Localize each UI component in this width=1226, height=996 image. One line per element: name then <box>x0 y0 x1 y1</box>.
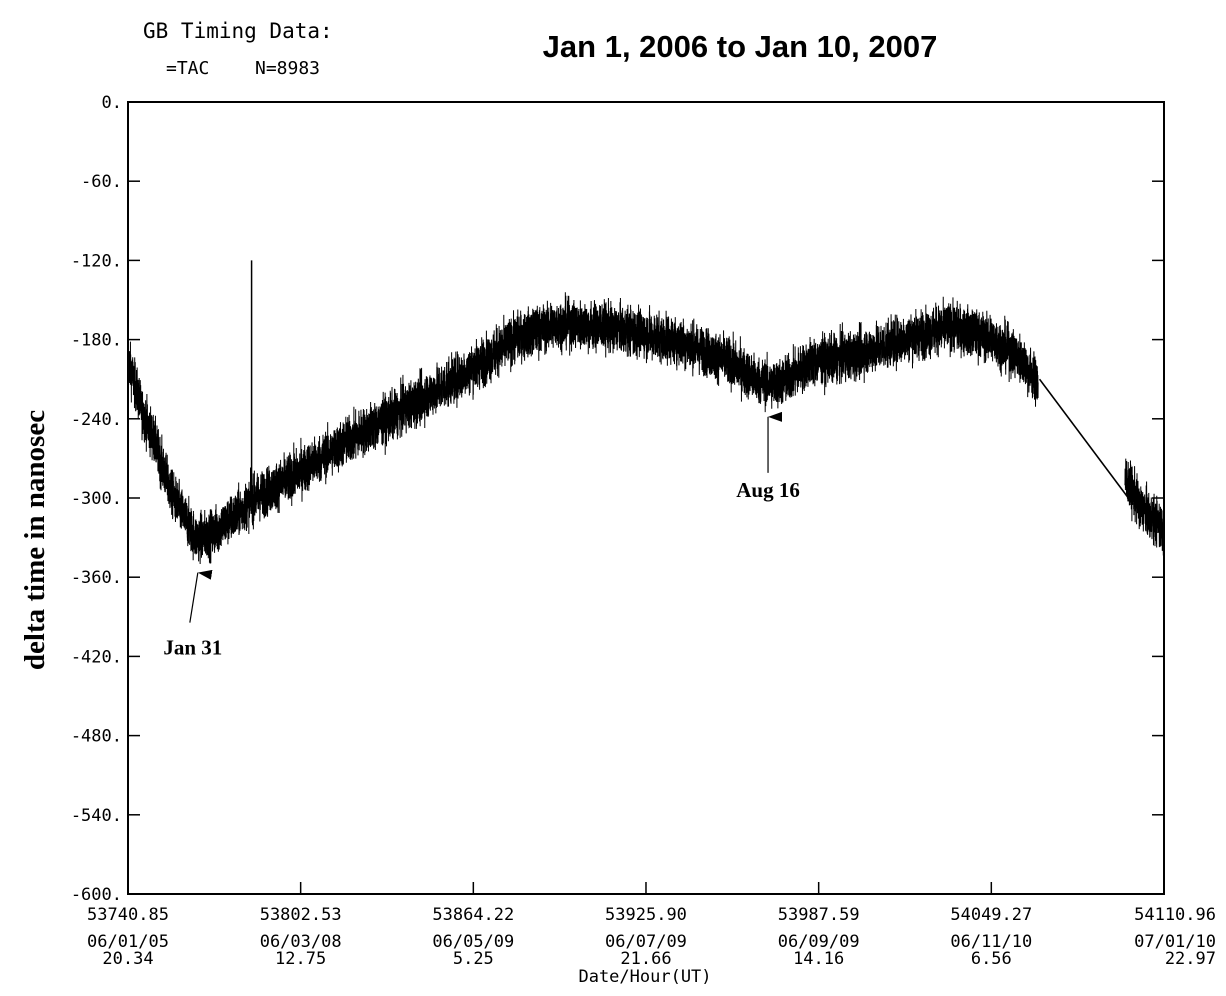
x-tick-date-label: 06/07/09 <box>605 932 687 952</box>
annotation-label: Jan 31 <box>163 636 222 660</box>
x-tick-hour-label: 6.56 <box>971 949 1012 969</box>
x-tick-date-label: 06/03/08 <box>260 932 342 952</box>
ticks-layer: 0. -60. -120. -180. -240. -300. -360. -420. -480… <box>71 93 1216 969</box>
x-tick-date-label: 06/09/09 <box>778 932 860 952</box>
y-tick-label: -300. <box>71 489 122 509</box>
x-tick-hour-label: 12.75 <box>275 949 326 969</box>
data-layer <box>127 260 1165 565</box>
annotation-label: Aug 16 <box>736 478 800 502</box>
x-tick-label: 53987.59 <box>778 905 860 925</box>
series-gap-line <box>1038 378 1134 506</box>
y-tick-label: -120. <box>71 251 122 271</box>
x-tick-hour-label: 21.66 <box>620 949 671 969</box>
y-tick-label: -540. <box>71 806 122 826</box>
x-tick-label: 53925.90 <box>605 905 687 925</box>
y-tick-label: -600. <box>71 885 122 905</box>
count-label: N=8983 <box>255 58 320 79</box>
station-label: =TAC <box>166 58 209 79</box>
x-tick-hour-label: 14.16 <box>793 949 844 969</box>
x-tick-hour-label: 5.25 <box>453 949 494 969</box>
y-tick-label: -360. <box>71 568 122 588</box>
x-axis-label: Date/Hour(UT) <box>578 967 711 987</box>
x-tick-label: 54049.27 <box>950 905 1032 925</box>
annotation-layer: Jan 31 Aug 16 <box>163 411 800 660</box>
y-tick-label: -60. <box>81 172 122 192</box>
x-tick-label: 54110.96 <box>1134 905 1216 925</box>
source-title: GB Timing Data: <box>143 19 333 43</box>
chart-title: Jan 1, 2006 to Jan 10, 2007 <box>543 29 938 64</box>
x-tick-date-label: 06/11/10 <box>950 932 1032 952</box>
x-tick-date-label: 07/01/10 <box>1134 932 1216 952</box>
x-tick-hour-label: 22.97 <box>1165 949 1216 969</box>
y-tick-label: -240. <box>71 410 122 430</box>
x-tick-label: 53740.85 <box>87 905 169 925</box>
y-tick-label: 0. <box>102 93 122 113</box>
series-line-end <box>1124 458 1165 556</box>
x-tick-label: 53864.22 <box>432 905 514 925</box>
x-tick-date-label: 06/01/05 <box>87 932 169 952</box>
x-tick-date-label: 06/05/09 <box>432 932 514 952</box>
y-axis-label: delta time in nanosec <box>19 410 51 670</box>
x-tick-hour-label: 20.34 <box>102 949 153 969</box>
y-tick-label: -180. <box>71 331 122 351</box>
y-tick-label: -420. <box>71 647 122 667</box>
plot-frame <box>127 101 1165 895</box>
x-tick-label: 53802.53 <box>260 905 342 925</box>
annotation-arrow <box>189 569 213 623</box>
y-tick-label: -480. <box>71 727 122 747</box>
series-line-main <box>127 292 1039 565</box>
